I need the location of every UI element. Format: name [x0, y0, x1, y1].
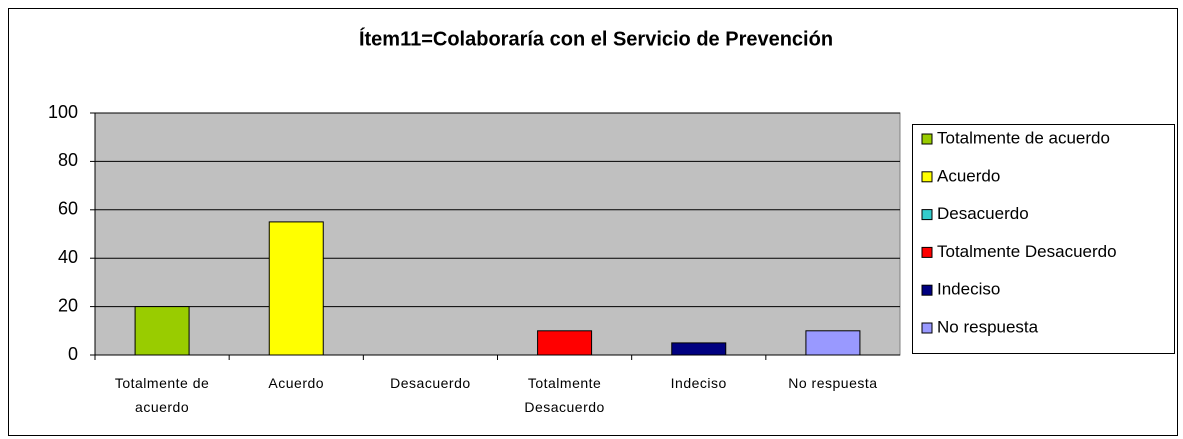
bar [537, 330, 593, 356]
y-tick-label: 20 [58, 295, 78, 315]
legend-label: Desacuerdo [937, 204, 1029, 223]
chart-title: Ítem11=Colaboraría con el Servicio de Pr… [359, 27, 833, 50]
plot-area [94, 112, 901, 356]
y-tick-label: 0 [68, 344, 78, 364]
legend-swatch [921, 284, 933, 296]
x-tick-label: Indeciso [670, 375, 727, 391]
legend-label: Acuerdo [937, 166, 1000, 185]
x-tick-label: Totalmente de acuerdo [114, 375, 210, 415]
legend-swatch [921, 171, 933, 183]
x-tick-label: Desacuerdo [390, 375, 471, 391]
y-tick-label: 100 [48, 102, 78, 122]
legend-label: Indeciso [937, 280, 1000, 299]
x-tick-label: Totalmente Desacuerdo [524, 375, 605, 415]
x-tick-label: Acuerdo [268, 375, 325, 391]
legend-swatch [921, 133, 933, 145]
bar [268, 221, 324, 356]
legend-label: Totalmente Desacuerdo [937, 242, 1117, 261]
y-tick-label: 60 [58, 199, 78, 219]
legend-label: No respuesta [937, 317, 1039, 336]
legend-swatch [921, 322, 933, 334]
legend-box [912, 124, 1175, 354]
bar [805, 330, 861, 356]
bar [671, 342, 727, 356]
y-tick-label: 40 [58, 247, 78, 267]
legend-label: Totalmente de acuerdo [937, 128, 1110, 147]
legend-swatch [921, 246, 933, 258]
y-tick-label: 80 [58, 150, 78, 170]
bar [134, 306, 190, 356]
x-tick-label: No respuesta [788, 375, 878, 391]
legend-swatch [921, 209, 933, 221]
